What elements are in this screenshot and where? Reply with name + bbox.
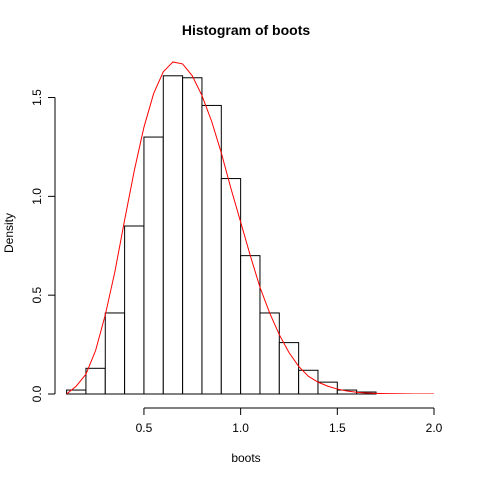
y-tick-label: 1.0	[30, 188, 44, 205]
histogram-bar	[278, 342, 300, 395]
histogram-bar	[143, 136, 164, 395]
y-axis: 0.0 0.5 1.0 1.5	[30, 89, 56, 402]
x-axis: 0.5 1.0 1.5 2.0	[136, 407, 443, 435]
histogram-bar	[104, 312, 126, 395]
histogram-bar	[259, 312, 280, 395]
histogram-bar	[201, 104, 222, 395]
histogram-bar	[85, 367, 106, 395]
histogram-bars	[66, 75, 377, 395]
histogram-bar	[298, 369, 319, 395]
x-tick-label: 1.5	[329, 421, 346, 435]
density-curve-group	[66, 61, 435, 394]
x-tick-label: 2.0	[426, 421, 443, 435]
density-curve	[66, 61, 435, 394]
y-tick-label: 1.5	[30, 89, 44, 106]
chart-title: Histogram of boots	[182, 22, 311, 38]
x-tick-label: 0.5	[136, 421, 153, 435]
histogram-bar	[182, 77, 203, 395]
histogram-bar	[124, 225, 145, 395]
histogram-bar	[317, 381, 338, 395]
y-tick-label: 0.0	[30, 385, 44, 402]
y-tick-label: 0.5	[30, 287, 44, 304]
x-axis-label: boots	[231, 451, 260, 465]
x-tick-label: 1.0	[232, 421, 249, 435]
histogram-bar	[162, 75, 184, 395]
y-axis-label: Density	[2, 213, 16, 253]
